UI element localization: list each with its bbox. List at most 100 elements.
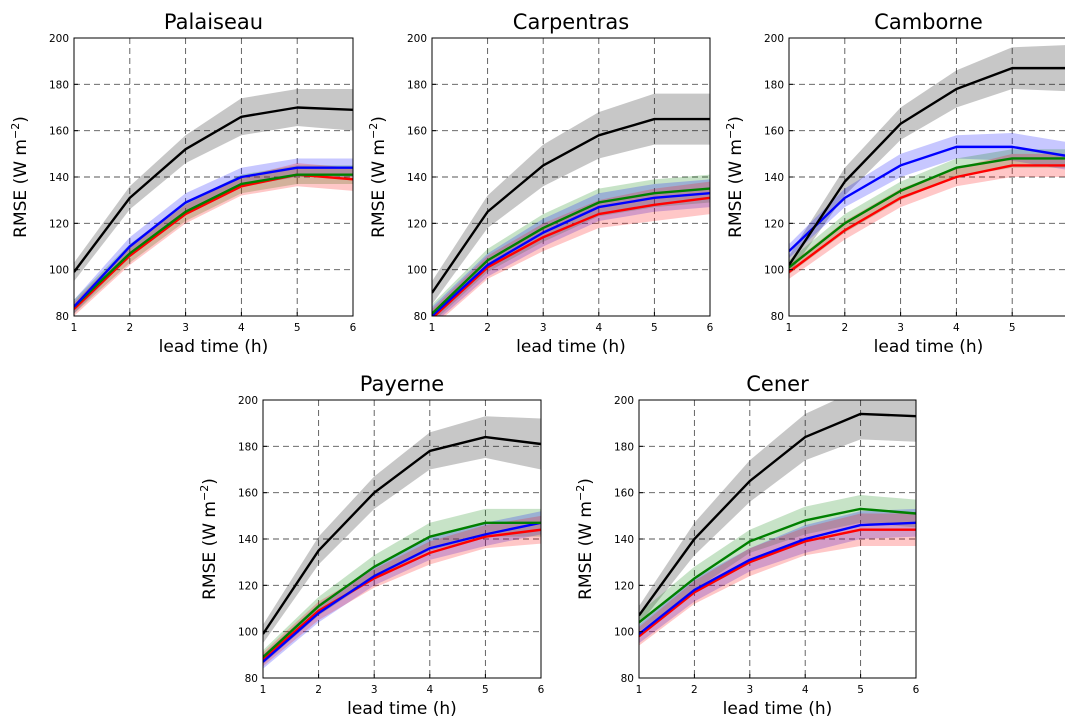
x-tick-label: 1 — [786, 322, 793, 334]
series-band-3 — [639, 513, 916, 646]
y-tick-label: 160 — [407, 126, 427, 138]
series-line-0 — [432, 117, 710, 294]
subplot-0: 1 2 3 4 5 6 80 100 120 140 160 180 200 Palaiseau lead … — [9, 10, 357, 357]
y-tick-label: 140 — [764, 172, 784, 184]
x-tick-label: 5 — [294, 322, 301, 334]
series-band-3 — [263, 515, 541, 667]
y-axis-label: RMSE (W m−2) — [198, 478, 220, 600]
x-tick-label: 3 — [371, 684, 378, 696]
series-line-2 — [639, 521, 916, 635]
y-tick-label: 100 — [238, 627, 258, 639]
y-axis-label: RMSE (W m−2) — [724, 116, 746, 238]
y-tick-label: 160 — [764, 126, 784, 138]
y-tick-label: 120 — [238, 580, 258, 592]
y-tick-label: 120 — [49, 218, 69, 230]
series-band-0 — [639, 400, 916, 625]
y-tick-label: 100 — [764, 265, 784, 277]
subplot-title: Cener — [746, 372, 809, 396]
y-tick-label: 80 — [245, 673, 258, 685]
y-tick-label: 160 — [238, 488, 258, 500]
series-band-2 — [432, 179, 710, 316]
x-tick-label: 5 — [482, 684, 489, 696]
y-tick-label: 120 — [407, 218, 427, 230]
y-tick-label: 80 — [56, 311, 69, 323]
series-line-1 — [639, 507, 916, 624]
x-tick-label: 5 — [651, 322, 658, 334]
y-tick-label: 180 — [238, 441, 258, 453]
series-line-3 — [432, 196, 710, 316]
series-line-1 — [432, 187, 710, 315]
subplot-3: 1 2 3 4 5 6 80 100 120 140 160 180 200 Payerne lead ti… — [198, 372, 545, 719]
y-tick-label: 140 — [49, 172, 69, 184]
series-band-1 — [263, 508, 541, 665]
subplot-4: 1 2 3 4 5 6 80 100 120 140 160 180 200 Cener lead time… — [574, 372, 920, 719]
plot-area — [789, 45, 1065, 279]
y-tick-label: 140 — [407, 172, 427, 184]
y-tick-label: 200 — [238, 395, 258, 407]
x-tick-label: 1 — [260, 684, 267, 696]
y-tick-label: 160 — [49, 126, 69, 138]
y-tick-label: 200 — [764, 33, 784, 45]
y-tick-label: 140 — [614, 534, 634, 546]
x-tick-label: 3 — [897, 322, 904, 334]
x-tick-label: 1 — [71, 322, 78, 334]
series-band-0 — [432, 93, 710, 305]
series-band-0 — [263, 416, 541, 644]
series-line-3 — [639, 528, 916, 638]
series-line-1 — [789, 145, 1065, 253]
series-band-2 — [789, 149, 1065, 275]
y-axis-label: RMSE (W m−2) — [574, 478, 596, 600]
plot-area — [432, 93, 710, 316]
y-tick-label: 200 — [49, 33, 69, 45]
subplot-title: Palaiseau — [164, 10, 263, 34]
series-line-2 — [263, 521, 541, 663]
x-tick-label: 4 — [426, 684, 433, 696]
y-tick-label: 180 — [614, 441, 634, 453]
series-line-0 — [74, 106, 353, 273]
x-tick-label: 5 — [857, 684, 864, 696]
series-line-1 — [263, 521, 541, 659]
subplot-2: 12345680100120140160180200Cambornelead t… — [724, 10, 1065, 357]
y-tick-label: 80 — [414, 311, 427, 323]
y-tick-label: 140 — [238, 534, 258, 546]
y-tick-label: 120 — [764, 218, 784, 230]
x-tick-label: 4 — [953, 322, 960, 334]
x-axis-label: lead time (h) — [347, 699, 457, 719]
y-tick-label: 180 — [49, 79, 69, 91]
x-axis-label: lead time (h) — [159, 337, 269, 357]
x-tick-label: 2 — [315, 684, 322, 696]
x-tick-label: 2 — [691, 684, 698, 696]
y-axis-label: RMSE (W m−2) — [367, 116, 389, 238]
plot-area — [639, 400, 916, 646]
x-tick-label: 6 — [538, 684, 545, 696]
x-tick-label: 6 — [350, 322, 357, 334]
y-tick-label: 200 — [407, 33, 427, 45]
y-tick-label: 100 — [49, 265, 69, 277]
x-tick-label: 6 — [913, 684, 920, 696]
y-tick-label: 80 — [621, 673, 634, 685]
series-band-3 — [432, 181, 710, 316]
series-line-3 — [789, 164, 1065, 273]
x-axis-label: lead time (h) — [874, 337, 984, 357]
x-tick-label: 2 — [841, 322, 848, 334]
series-line-1 — [74, 166, 353, 308]
series-band-2 — [639, 508, 916, 644]
x-tick-label: 5 — [1009, 322, 1016, 334]
series-line-3 — [263, 528, 541, 661]
plot-area — [263, 416, 541, 669]
series-line-2 — [74, 173, 353, 308]
y-tick-label: 180 — [407, 79, 427, 91]
x-tick-label: 1 — [636, 684, 643, 696]
series-band-1 — [432, 174, 710, 316]
series-line-0 — [789, 66, 1065, 266]
series-band-3 — [74, 163, 353, 316]
y-axis-label: RMSE (W m−2) — [9, 116, 31, 238]
x-tick-label: 3 — [540, 322, 547, 334]
x-tick-label: 4 — [802, 684, 809, 696]
y-tick-label: 120 — [614, 580, 634, 592]
series-band-2 — [263, 511, 541, 669]
series-line-2 — [789, 157, 1065, 269]
subplot-title: Camborne — [874, 10, 983, 34]
y-tick-label: 80 — [771, 311, 784, 323]
